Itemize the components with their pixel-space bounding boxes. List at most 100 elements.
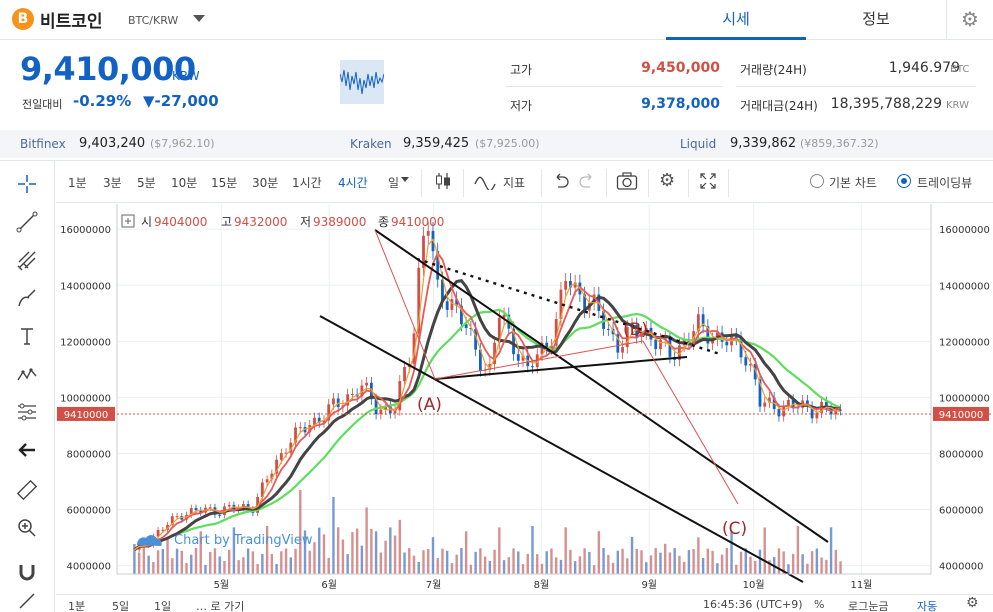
candle-body [317,417,321,423]
candle-body [445,301,449,310]
interval-4h[interactable]: 4시간 [338,176,368,190]
candle-body [161,529,165,531]
candle-body [464,324,468,329]
candle-body [777,409,781,417]
candle-body [474,328,478,350]
drawing-toolbar [0,161,55,612]
settings-icon[interactable]: ⚙ [659,170,676,191]
x-tick: 6월 [321,579,337,591]
basic-chart-radio[interactable] [810,174,824,188]
indicator-wave-icon[interactable] [474,172,496,193]
tab-info[interactable]: 정보 [862,10,890,28]
volume-bar [242,557,245,574]
coin-name[interactable]: 비트코인 [40,12,103,32]
interval-3m[interactable]: 3분 [103,176,122,190]
auto-scale-toggle[interactable]: 자동 [917,600,938,612]
interval-10m[interactable]: 10분 [171,176,198,190]
volume-bar [839,561,842,574]
eraser-icon[interactable] [10,589,44,612]
price-chart[interactable]: 4000000 4000000 6000000 6000000 8000000 80000… [57,204,993,594]
candle-body [460,305,463,325]
goto-date[interactable]: … 로 가기 [196,600,245,612]
chart-container: 1분 3분 5분 10분 15분 30분 1시간 4시간 일 지표 [0,160,993,612]
y-tick-left: 12000000 [60,337,111,348]
tradingview-radio[interactable] [897,174,911,188]
volume-label: 거래량(24H) [740,63,807,77]
volume-bar [355,528,359,574]
candle-body [739,338,743,358]
brush-icon[interactable] [10,283,44,313]
turnover-label: 거래대금(24H) [740,99,818,113]
tradingview-label[interactable]: 트레이딩뷰 [917,176,973,190]
exchange-usd: (¥859,367.32) [800,137,879,150]
interval-1h[interactable]: 1시간 [292,176,322,190]
interval-1d[interactable]: 일 [388,176,400,190]
gear-icon[interactable]: ⚙ [966,595,979,611]
range-1d[interactable]: 1일 [154,600,172,612]
candle-body [156,530,160,537]
volume-bar [441,548,444,574]
y-tick-right: 16000000 [939,225,990,236]
volume-bar [137,552,141,574]
interval-5m[interactable]: 5분 [137,176,156,190]
range-1m[interactable]: 1분 [68,600,86,612]
chevron-down-icon[interactable] [401,177,409,182]
candle-body [564,281,568,290]
pitchfork-icon[interactable] [10,245,44,275]
gear-icon[interactable]: ⚙ [946,0,993,40]
redo-icon[interactable] [578,172,596,193]
volume-bar [185,563,188,574]
volume-bar [820,557,823,574]
y-tick-right: 10000000 [939,393,990,404]
pattern-icon[interactable] [10,359,44,389]
basic-chart-label[interactable]: 기본 차트 [829,176,877,190]
divider [688,169,689,197]
magnet-icon[interactable] [10,557,44,587]
range-5d[interactable]: 5일 [112,600,130,612]
fib-icon[interactable] [10,397,44,427]
log-scale-toggle[interactable]: 로그눈금 [848,600,889,612]
chevron-down-icon[interactable] [193,15,205,22]
candlestick-icon[interactable] [433,171,453,194]
arrow-left-icon[interactable] [10,435,44,465]
volume-bar [649,555,653,574]
ruler-icon[interactable] [10,475,44,505]
trend-line-icon[interactable] [10,207,44,237]
tab-quote[interactable]: 시세 [666,0,806,40]
volume-bar [341,539,345,574]
text-icon[interactable] [10,321,44,351]
exchange-usd: ($7,925.00) [475,137,540,150]
undo-icon[interactable] [552,172,570,193]
volume-bar [227,549,231,574]
volume-bar [152,561,155,574]
interval-15m[interactable]: 15분 [211,176,238,190]
volume-bar [223,560,226,574]
interval-1m[interactable]: 1분 [68,176,87,190]
candle-body [422,235,425,268]
volume-bar [730,531,733,574]
price-unit: KRW [172,69,200,83]
volume-bar [569,549,572,574]
camera-icon[interactable] [616,171,638,194]
candle-body [393,410,397,414]
candle-body [711,339,714,344]
zoom-in-icon[interactable] [10,513,44,543]
candle-body [744,357,748,366]
volume-bar [469,564,473,574]
candle-body [758,379,762,407]
candle-body [351,393,354,395]
percent-toggle[interactable]: % [814,598,825,611]
candle-body [455,299,459,306]
indicators-button[interactable]: 지표 [503,176,526,190]
fullscreen-icon[interactable] [699,172,717,193]
clock: 16:45:36 (UTC+9) [703,598,803,611]
candle-body [668,337,672,357]
candle-body [199,510,203,513]
candle-body [284,452,288,454]
interval-30m[interactable]: 30분 [252,176,279,190]
volume-bar [502,560,506,574]
crosshair-icon[interactable] [10,169,44,199]
volume-bar [327,557,330,574]
coin-pair[interactable]: BTC/KRW [128,14,179,27]
volume-bar [621,548,624,574]
